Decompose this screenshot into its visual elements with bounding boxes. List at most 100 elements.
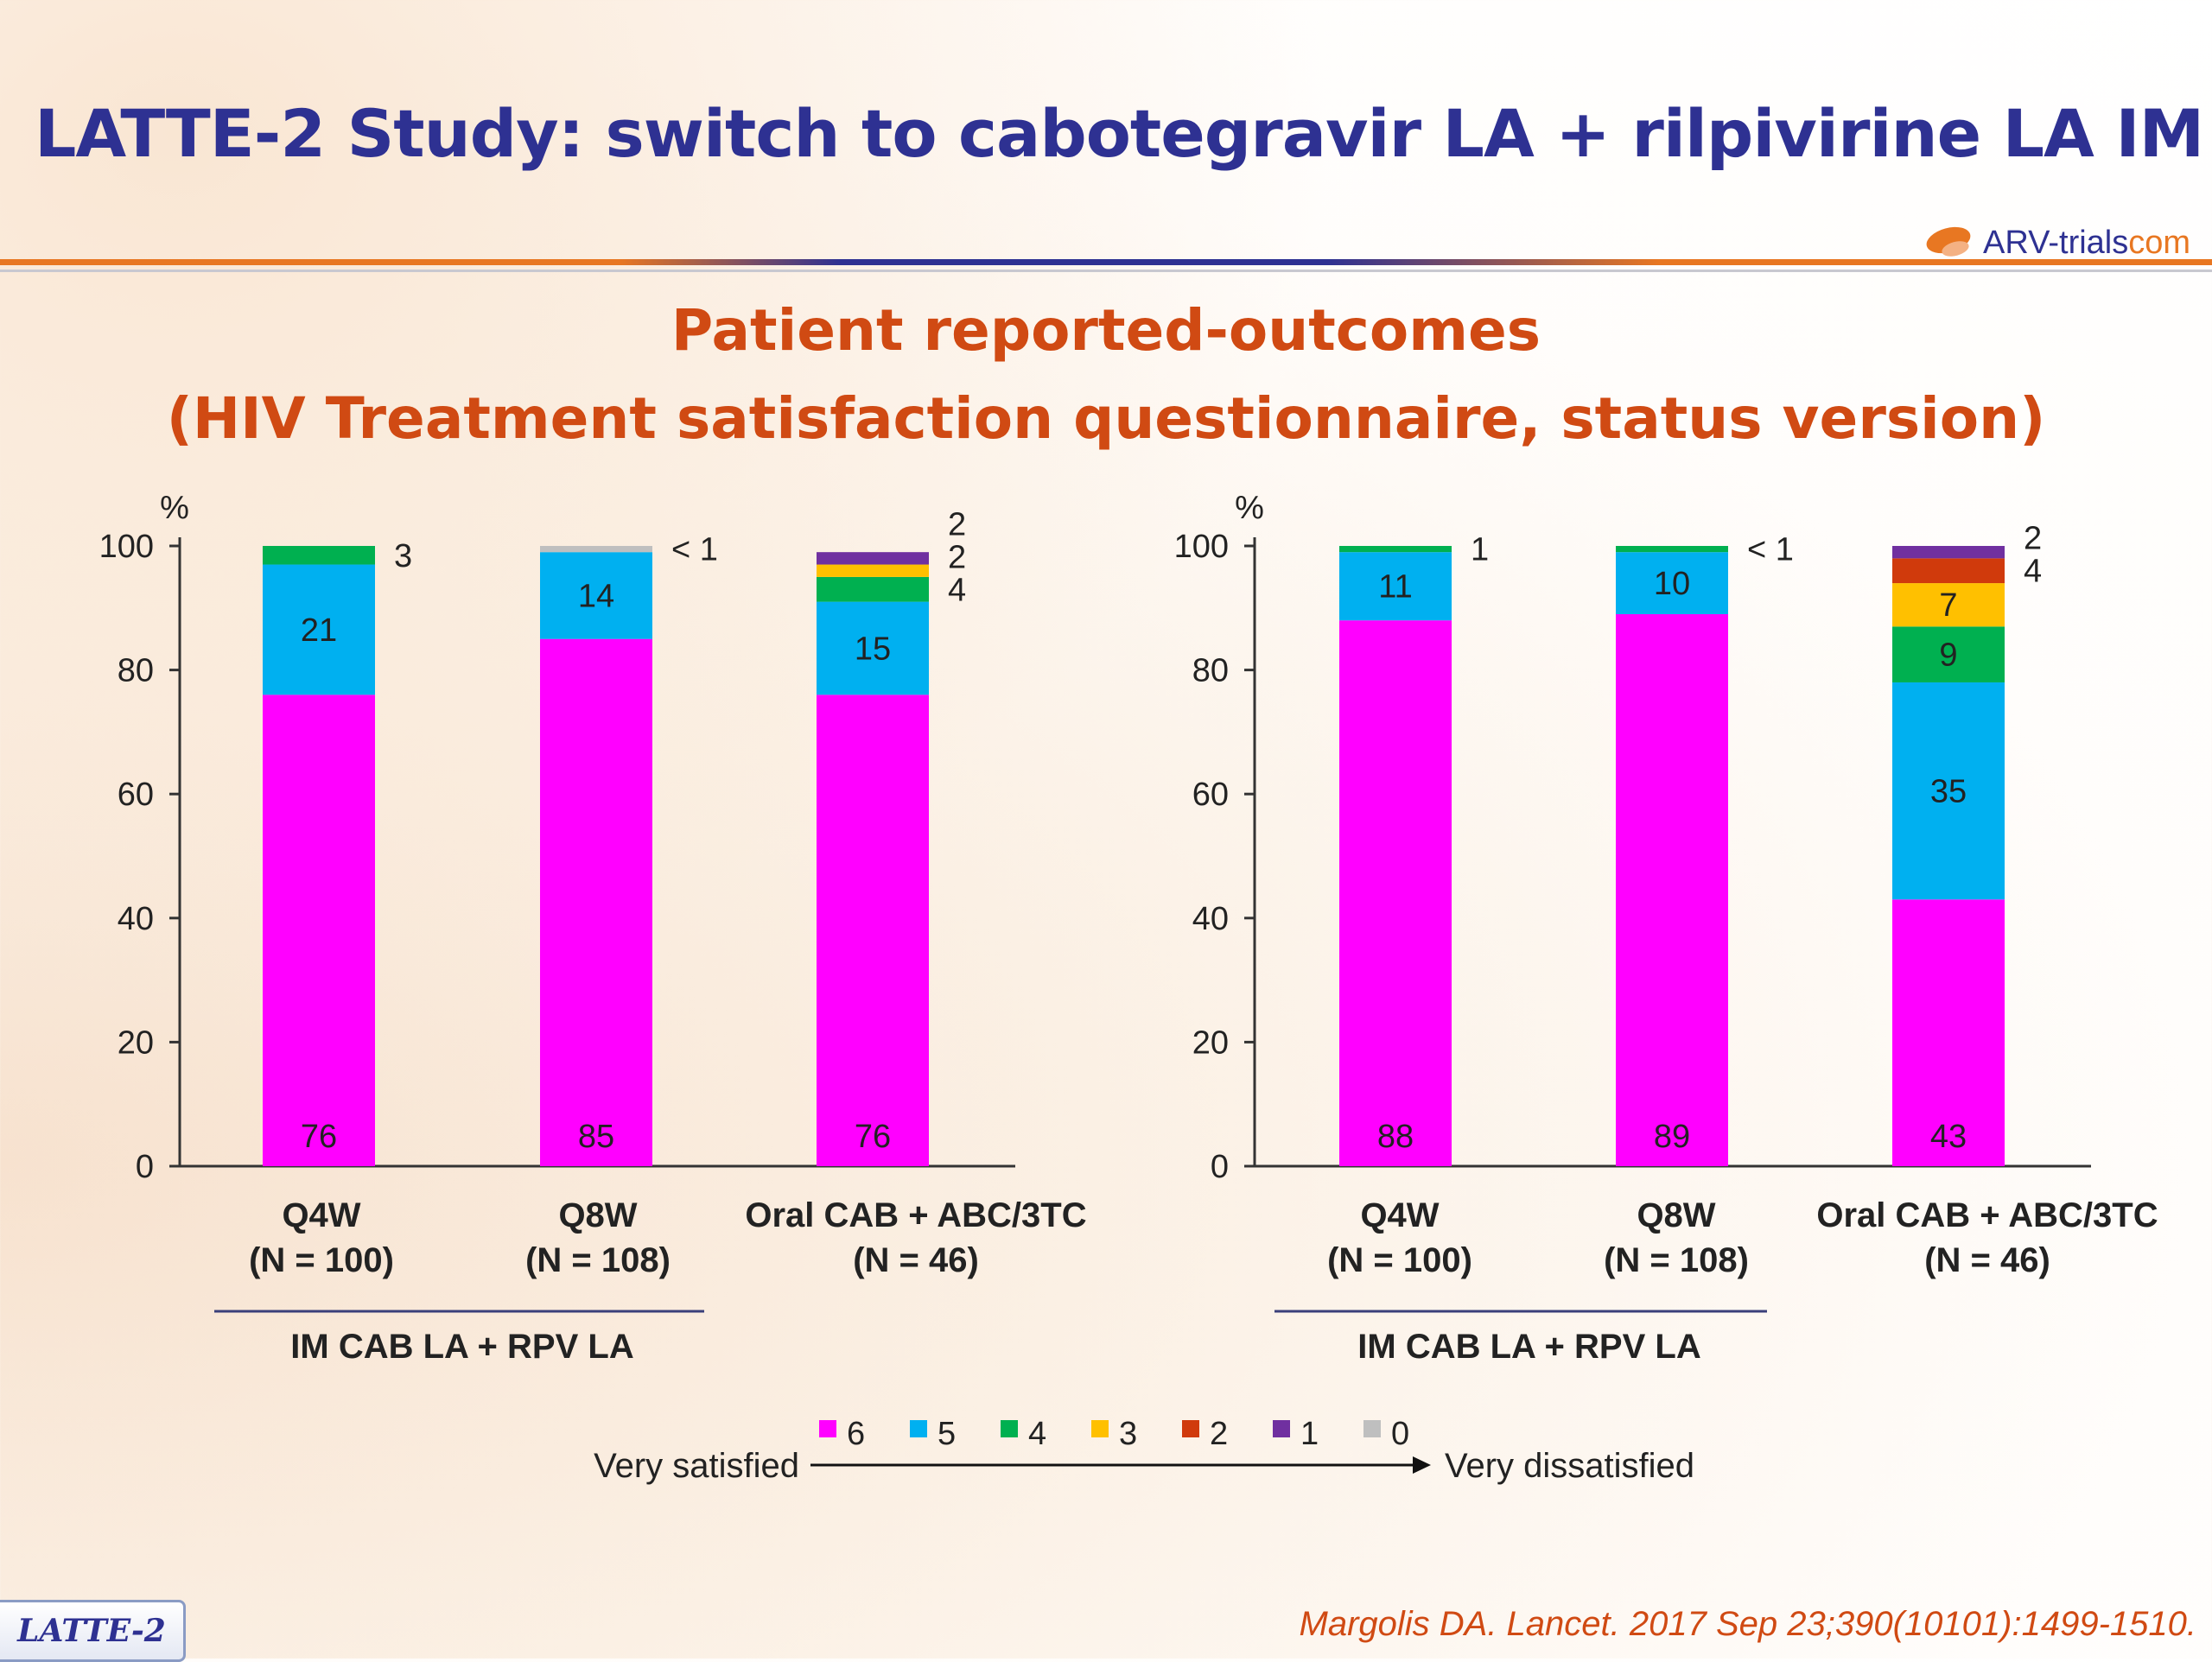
category-sublabel: (N = 46) <box>1924 1241 2050 1279</box>
bar-segment-6 <box>263 695 375 1166</box>
scale-left-label: Very satisfied <box>594 1447 799 1485</box>
data-label: 43 <box>1930 1119 1967 1155</box>
legend-swatch-0 <box>1363 1420 1381 1437</box>
data-label: 88 <box>1377 1119 1414 1155</box>
legend-label: 0 <box>1391 1416 1409 1452</box>
y-tick-label: 20 <box>118 1024 154 1061</box>
category-label: Oral CAB + ABC/3TC <box>1816 1196 2158 1234</box>
arrow-right-icon <box>1413 1456 1431 1474</box>
data-label: 9 <box>1939 638 1957 674</box>
data-label: 10 <box>1654 566 1690 602</box>
logo-text: ARV-trialscom <box>1983 225 2191 261</box>
y-tick-label: 40 <box>118 901 154 937</box>
data-label: 3 <box>394 538 412 574</box>
data-label: 14 <box>578 578 614 614</box>
slide-title: LATTE-2 Study: switch to cabotegravir LA… <box>35 95 2204 172</box>
category-label: Oral CAB + ABC/3TC <box>745 1196 1086 1234</box>
bar-segment-6 <box>1339 620 1452 1166</box>
legend-label: 5 <box>938 1416 956 1452</box>
legend-swatch-2 <box>1182 1420 1199 1437</box>
bar-segment-4 <box>263 546 375 565</box>
y-tick-label: 80 <box>118 653 154 689</box>
bar-segment-4 <box>1339 546 1452 553</box>
data-label: 85 <box>578 1119 614 1155</box>
y-tick-label: 60 <box>1192 777 1229 813</box>
bar-segment-2 <box>1892 558 2005 584</box>
category-label: Q8W <box>558 1196 637 1234</box>
bar-segment-5 <box>1616 552 1728 614</box>
bar-segment-1 <box>1892 546 2005 559</box>
data-label: 7 <box>1939 587 1957 624</box>
category-sublabel: (N = 100) <box>249 1241 394 1279</box>
bar-segment-4 <box>1616 546 1728 553</box>
category-sublabel: (N = 46) <box>853 1241 979 1279</box>
data-label: 76 <box>855 1119 891 1155</box>
bar-segment-4 <box>817 576 929 602</box>
legend-label: 4 <box>1028 1416 1046 1452</box>
y-tick-label: 100 <box>99 529 154 565</box>
category-sublabel: (N = 100) <box>1327 1241 1472 1279</box>
bar-segment-6 <box>540 638 652 1166</box>
scale-right-label: Very dissatisfied <box>1445 1447 1694 1485</box>
group-label: IM CAB LA + RPV LA <box>290 1328 633 1366</box>
bar-segment-5 <box>540 552 652 639</box>
category-label: Q4W <box>282 1196 360 1234</box>
chart-subtitle-line1: Patient reported-outcomes <box>671 297 1541 364</box>
group-label: IM CAB LA + RPV LA <box>1357 1328 1700 1366</box>
chart-subtitle-line2: (HIV Treatment satisfaction questionnair… <box>166 385 2046 452</box>
category-label: Q4W <box>1360 1196 1439 1234</box>
y-tick-label: 60 <box>118 777 154 813</box>
y-axis-label: % <box>160 490 189 526</box>
bar-segment-5 <box>263 564 375 695</box>
y-tick-label: 0 <box>1211 1149 1229 1185</box>
bar-segment-3 <box>1892 583 2005 627</box>
legend-label: 6 <box>847 1416 865 1452</box>
legend-label: 1 <box>1300 1416 1319 1452</box>
legend-label: 3 <box>1119 1416 1137 1452</box>
legend-swatch-4 <box>1001 1420 1018 1437</box>
data-label: 4 <box>948 572 966 608</box>
legend-swatch-6 <box>819 1420 836 1437</box>
bar-segment-5 <box>1892 682 2005 900</box>
legend-swatch-3 <box>1091 1420 1109 1437</box>
bar-segment-6 <box>1616 613 1728 1166</box>
bar-segment-0 <box>540 546 652 553</box>
pill-icon <box>1926 226 1971 257</box>
header-divider <box>0 259 2212 265</box>
legend-label: 2 <box>1210 1416 1228 1452</box>
data-label: 11 <box>1378 569 1412 606</box>
bar-segment-6 <box>817 695 929 1166</box>
header-divider-shadow <box>0 270 2212 272</box>
bar-segment-1 <box>817 552 929 565</box>
bar-segment-4 <box>1892 626 2005 682</box>
data-label: 35 <box>1930 774 1967 810</box>
study-badge: LATTE-2 <box>0 1600 186 1662</box>
y-tick-label: 20 <box>1192 1024 1229 1061</box>
data-label: 15 <box>855 631 891 667</box>
data-label: 2 <box>948 506 966 542</box>
legend-swatch-5 <box>910 1420 927 1437</box>
y-tick-label: 0 <box>136 1149 154 1185</box>
y-tick-label: 100 <box>1174 529 1229 565</box>
y-axis-label: % <box>1235 490 1264 526</box>
y-tick-label: 80 <box>1192 653 1229 689</box>
bar-segment-3 <box>817 564 929 577</box>
legend-swatch-1 <box>1273 1420 1290 1437</box>
citation: Margolis DA. Lancet. 2017 Sep 23;390(101… <box>1299 1605 2197 1643</box>
arv-trials-logo: ARV-trialscom <box>1914 214 2190 275</box>
bar-segment-5 <box>1339 552 1452 621</box>
category-label: Q8W <box>1637 1196 1715 1234</box>
category-sublabel: (N = 108) <box>525 1241 671 1279</box>
bar-segment-6 <box>1892 899 2005 1166</box>
data-label: 1 <box>1471 532 1489 568</box>
data-label: 2 <box>948 539 966 575</box>
data-label: 76 <box>301 1119 337 1155</box>
y-tick-label: 40 <box>1192 901 1229 937</box>
data-label: 4 <box>2024 554 2042 590</box>
data-label: < 1 <box>671 532 718 568</box>
data-label: < 1 <box>1747 532 1794 568</box>
category-sublabel: (N = 108) <box>1604 1241 1749 1279</box>
bar-segment-5 <box>817 601 929 695</box>
data-label: 2 <box>2024 521 2042 557</box>
